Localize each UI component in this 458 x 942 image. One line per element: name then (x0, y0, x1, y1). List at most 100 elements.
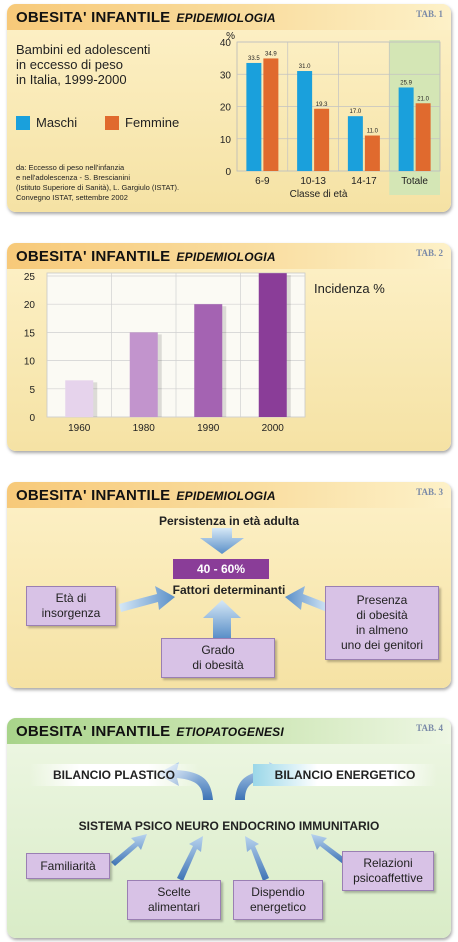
tab2-panel: OBESITA' INFANTILE EPIDEMIOLOGIA TAB. 2 I… (7, 243, 451, 451)
tab-number: TAB. 1 (416, 9, 443, 19)
y-tick-label: 0 (225, 167, 231, 178)
box-line: Presenza (356, 593, 408, 607)
panel-header: OBESITA' INFANTILE EPIDEMIOLOGIA TAB. 2 (7, 243, 451, 269)
factors-heading: Fattori determinanti (172, 583, 286, 597)
y-tick-label: 15 (24, 328, 36, 339)
box-obesity-grade: Grado di obesità (161, 638, 275, 678)
bar-value-label: 25.9 (400, 80, 412, 86)
chart-description: Bambini ed adolescenti in eccesso di pes… (16, 42, 150, 87)
tab-number: TAB. 4 (416, 723, 443, 733)
box-line: Dispendio (251, 885, 305, 899)
panel-header: OBESITA' INFANTILE EPIDEMIOLOGIA TAB. 1 (7, 4, 451, 30)
tab1-panel: OBESITA' INFANTILE EPIDEMIOLOGIA TAB. 1 B… (7, 4, 451, 212)
panel-header: OBESITA' INFANTILE ETIOPATOGENESI TAB. 4 (7, 718, 451, 744)
y-tick-label: 10 (24, 357, 36, 368)
bar-maschi (246, 62, 262, 171)
panel-title: OBESITA' INFANTILE EPIDEMIOLOGIA (16, 248, 276, 265)
x-tick-label: 1990 (197, 423, 220, 434)
bar-maschi (297, 71, 313, 171)
legend-swatch-femmine (105, 115, 119, 130)
source-line: da: Eccesso di peso nell'infanzia (16, 163, 125, 172)
panel-header: OBESITA' INFANTILE EPIDEMIOLOGIA TAB. 3 (7, 482, 451, 508)
persistence-range-badge: 40 - 60% (173, 559, 269, 579)
arrow-dispendio-icon (245, 836, 269, 881)
box-food-choices: Scelte alimentari (127, 880, 221, 920)
y-unit-label: % (226, 31, 235, 42)
legend-label: Femmine (125, 115, 180, 130)
box-parental-obesity: Presenza di obesità in almeno uno dei ge… (325, 586, 439, 660)
bar-value-label: 21.0 (417, 96, 429, 102)
y-tick-label: 5 (29, 385, 35, 396)
bar-value-label: 17.0 (350, 109, 362, 115)
arrow-familiarita-icon (111, 834, 147, 866)
energy-balance-label: BILANCIO ENERGETICO (253, 764, 437, 786)
box-line: energetico (249, 900, 307, 914)
bar-incidence (129, 332, 158, 417)
box-line: alimentari (147, 900, 201, 914)
bar-femmine (263, 58, 279, 172)
box-line: Relazioni (363, 856, 413, 870)
x-tick-label: 6-9 (255, 176, 270, 187)
legend-maschi: Maschi (16, 115, 77, 130)
bar-value-label: 31.0 (299, 64, 311, 70)
box-energy-expenditure: Dispendio energetico (233, 880, 323, 920)
panel-title: OBESITA' INFANTILE EPIDEMIOLOGIA (16, 487, 276, 504)
panel-subtitle: EPIDEMIOLOGIA (176, 11, 276, 25)
description-line: in eccesso di peso (16, 57, 123, 72)
bar-value-label: 34.9 (265, 51, 277, 57)
y-tick-label: 20 (24, 300, 36, 311)
box-familiarity: Familiarità (26, 853, 110, 879)
panel-subtitle: EPIDEMIOLOGIA (176, 250, 276, 264)
arrow-right-icon (119, 586, 175, 612)
bar-femmine (364, 135, 380, 171)
box-line: psicoaffettive (353, 871, 423, 885)
box-age-onset: Età di insorgenza (26, 586, 116, 626)
arrow-scelte-icon (177, 836, 203, 881)
factor-arrows (119, 528, 329, 638)
tab-number: TAB. 3 (416, 487, 443, 497)
y-tick-label: 25 (24, 272, 36, 283)
system-label: SISTEMA PSICO NEURO ENDOCRINO IMMUNITARI… (78, 819, 380, 833)
source-line: Convegno ISTAT, settembre 2002 (16, 193, 128, 202)
bar-incidence (258, 273, 287, 417)
x-tick-label: 14-17 (351, 176, 377, 187)
x-axis-label: Classe di età (290, 189, 348, 200)
bar-incidence (65, 380, 94, 417)
source-line: e nell'adolescenza - S. Brescianini (16, 173, 130, 182)
box-line: in almeno (355, 623, 409, 637)
tab-number: TAB. 2 (416, 248, 443, 258)
x-tick-label: 1980 (133, 423, 156, 434)
y-tick-label: 20 (220, 103, 232, 114)
box-line: insorgenza (41, 606, 101, 620)
tab4-panel: OBESITA' INFANTILE ETIOPATOGENESI TAB. 4 … (7, 718, 451, 938)
legend-label: Maschi (36, 115, 78, 130)
legend-femmine: Femmine (105, 115, 179, 130)
bar-value-label: 11.0 (367, 129, 379, 135)
arrow-left-icon (285, 586, 329, 612)
x-tick-label: 10-13 (300, 176, 326, 187)
box-line: Scelte (157, 885, 191, 899)
x-tick-label: Totale (401, 176, 428, 187)
persistence-label: Persistenza in età adulta (158, 514, 300, 528)
arrow-down-icon (200, 528, 244, 554)
legend-swatch-maschi (16, 115, 30, 130)
highlight-band (389, 40, 440, 195)
bar-value-label: 19.3 (316, 102, 328, 108)
bar-incidence (194, 304, 223, 417)
panel-subtitle: EPIDEMIOLOGIA (176, 489, 276, 503)
box-line: uno dei genitori (340, 638, 424, 652)
panel-subtitle: ETIOPATOGENESI (176, 725, 284, 739)
description-line: in Italia, 1999-2000 (16, 72, 127, 87)
source-note: da: Eccesso di peso nell'infanzia e nell… (16, 163, 179, 203)
arrow-up-icon (203, 600, 241, 638)
source-line: (Istituto Superiore di Sanità), L. Gargi… (16, 183, 180, 192)
box-line: di obesità (192, 658, 244, 672)
chart-overweight-by-age: 0 10 20 30 40% 33.5 34.9 6-9 31.0 19.3 10-13 17.0 11… (220, 31, 441, 200)
x-tick-label: 1960 (68, 423, 91, 434)
box-line: di obesità (356, 608, 408, 622)
plastic-balance-label: BILANCIO PLASTICO (29, 764, 199, 786)
y-tick-label: 30 (220, 70, 232, 81)
arrow-relazioni-icon (311, 834, 347, 864)
panel-title: OBESITA' INFANTILE EPIDEMIOLOGIA (16, 9, 276, 26)
x-tick-label: 2000 (262, 423, 285, 434)
